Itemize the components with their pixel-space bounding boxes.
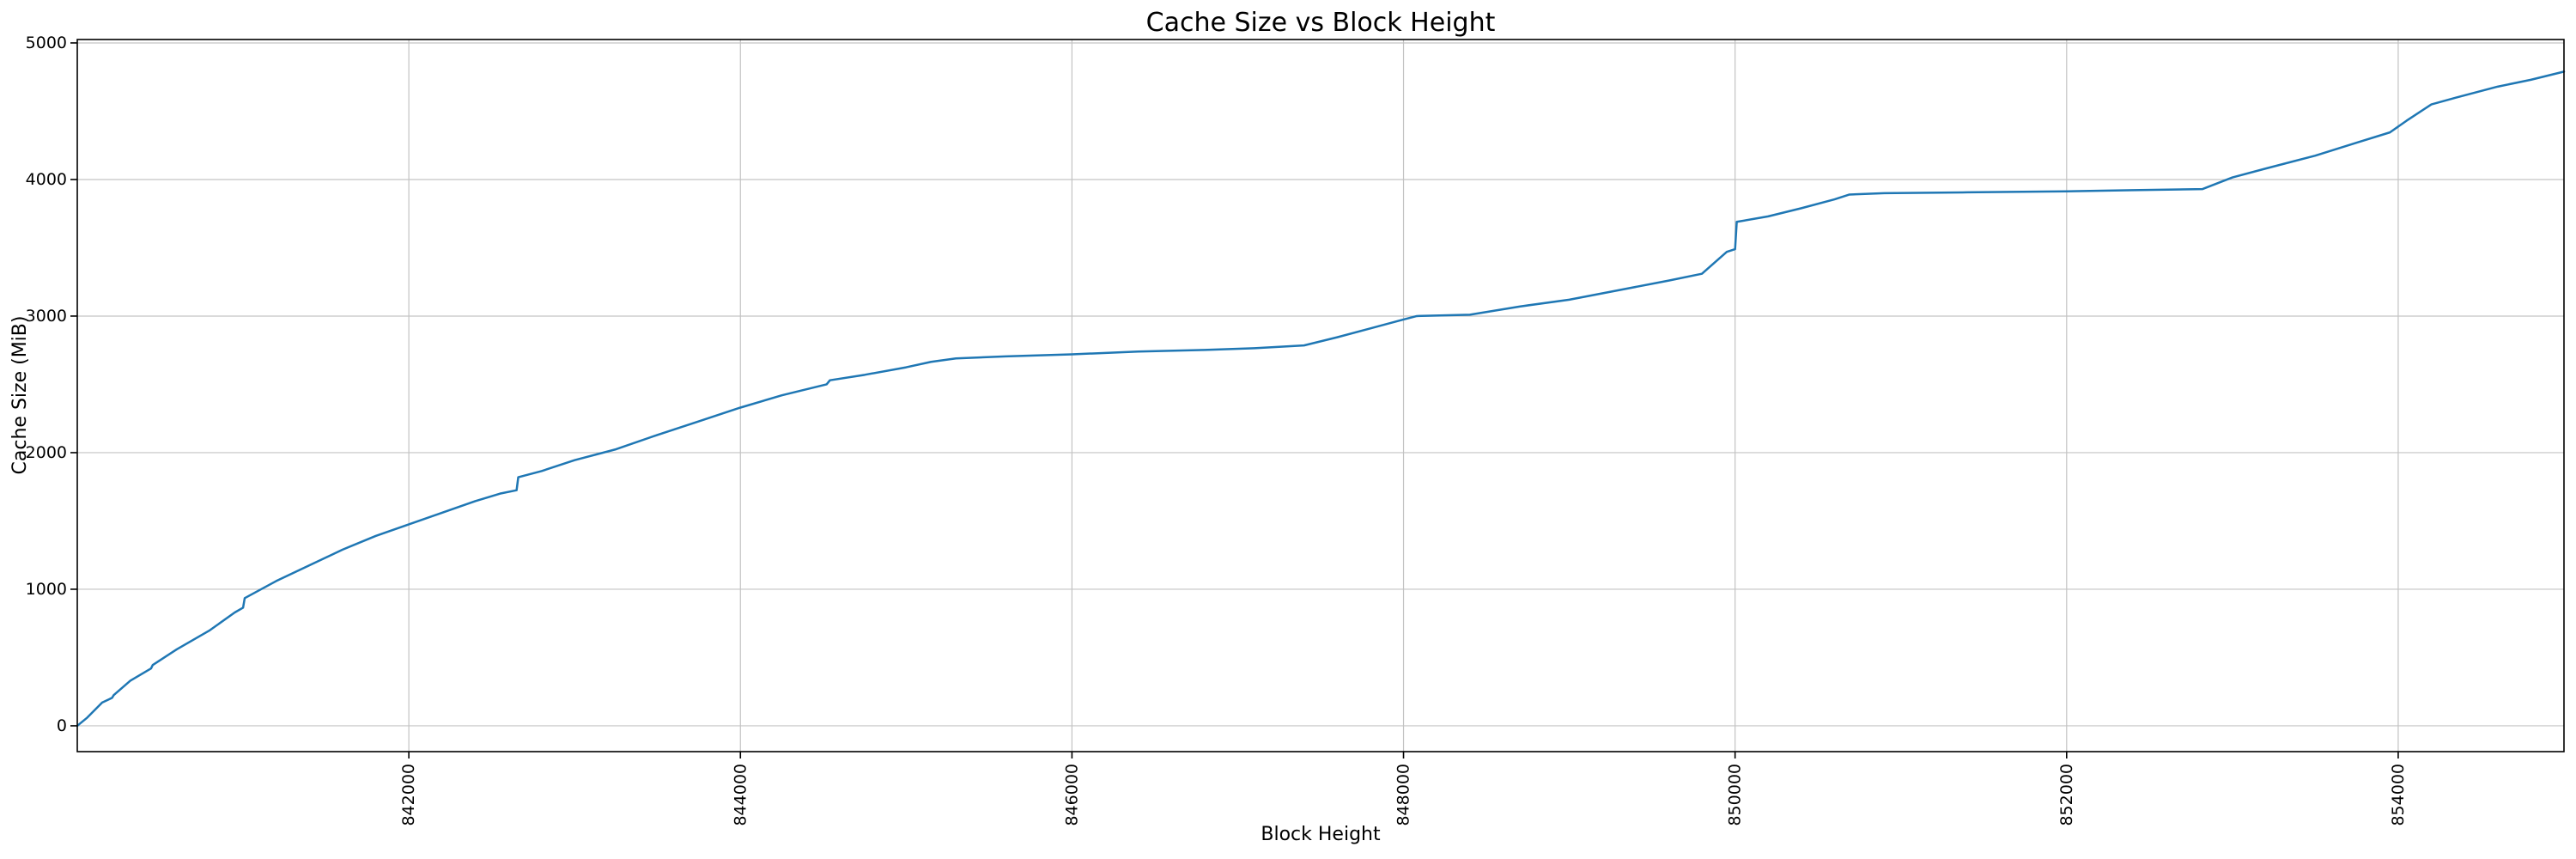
axis-ticks [70,42,2399,758]
tick-labels: 842000 844000 846000 848000 850000 852000 8540… [26,34,2408,826]
y-tick-label: 3000 [26,307,67,326]
x-tick-label: 850000 [1726,764,1745,826]
y-tick-label: 4000 [26,170,67,189]
series-cache-size [76,70,2566,728]
data-line [76,70,2566,728]
x-tick-label: 848000 [1394,764,1413,826]
x-tick-label: 846000 [1062,764,1081,826]
y-tick-label: 0 [57,716,67,735]
plot-border [76,39,2565,752]
x-tick-label: 842000 [399,764,418,826]
y-tick-label: 2000 [26,443,67,462]
y-axis-label: Cache Size (MiB) [9,316,31,475]
chart-title: Cache Size vs Block Height [1146,8,1496,38]
plot-area [77,40,2564,752]
x-axis-label: Block Height [1261,824,1381,845]
y-tick-label: 5000 [26,34,67,52]
y-tick-label: 1000 [26,580,67,599]
x-tick-label: 852000 [2057,764,2076,826]
x-tick-label: 844000 [731,764,750,826]
gridlines [77,40,2564,752]
x-tick-label: 854000 [2389,764,2408,826]
